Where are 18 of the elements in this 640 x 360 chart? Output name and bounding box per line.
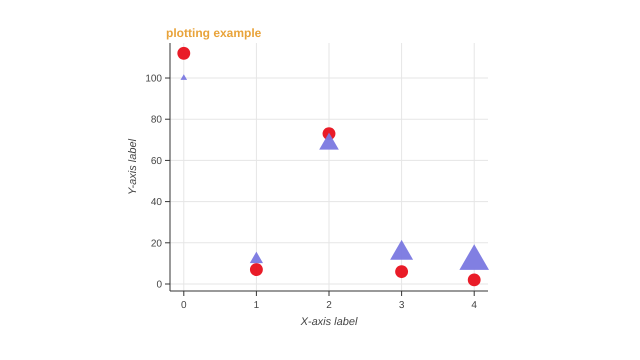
y-axis-title: Y-axis label bbox=[127, 138, 139, 196]
chart-title: plotting example bbox=[166, 26, 262, 40]
x-axis-title: X-axis label bbox=[300, 316, 358, 328]
x-tick-label: 0 bbox=[181, 300, 188, 311]
y-tick-label: 60 bbox=[150, 156, 162, 167]
point bbox=[395, 265, 408, 278]
y-tick-label: 40 bbox=[150, 197, 162, 208]
x-tick-label: 4 bbox=[471, 300, 478, 311]
point bbox=[177, 46, 190, 60]
y-tick-label: 20 bbox=[150, 238, 162, 250]
x-tick-label: 2 bbox=[326, 300, 332, 311]
point bbox=[468, 273, 481, 286]
point bbox=[250, 263, 263, 276]
y-tick-label: 80 bbox=[150, 114, 162, 126]
x-tick-label: 3 bbox=[398, 300, 405, 311]
y-tick-label: 100 bbox=[145, 74, 162, 85]
x-tick-label: 1 bbox=[254, 300, 260, 311]
y-tick-label: 0 bbox=[156, 279, 162, 290]
